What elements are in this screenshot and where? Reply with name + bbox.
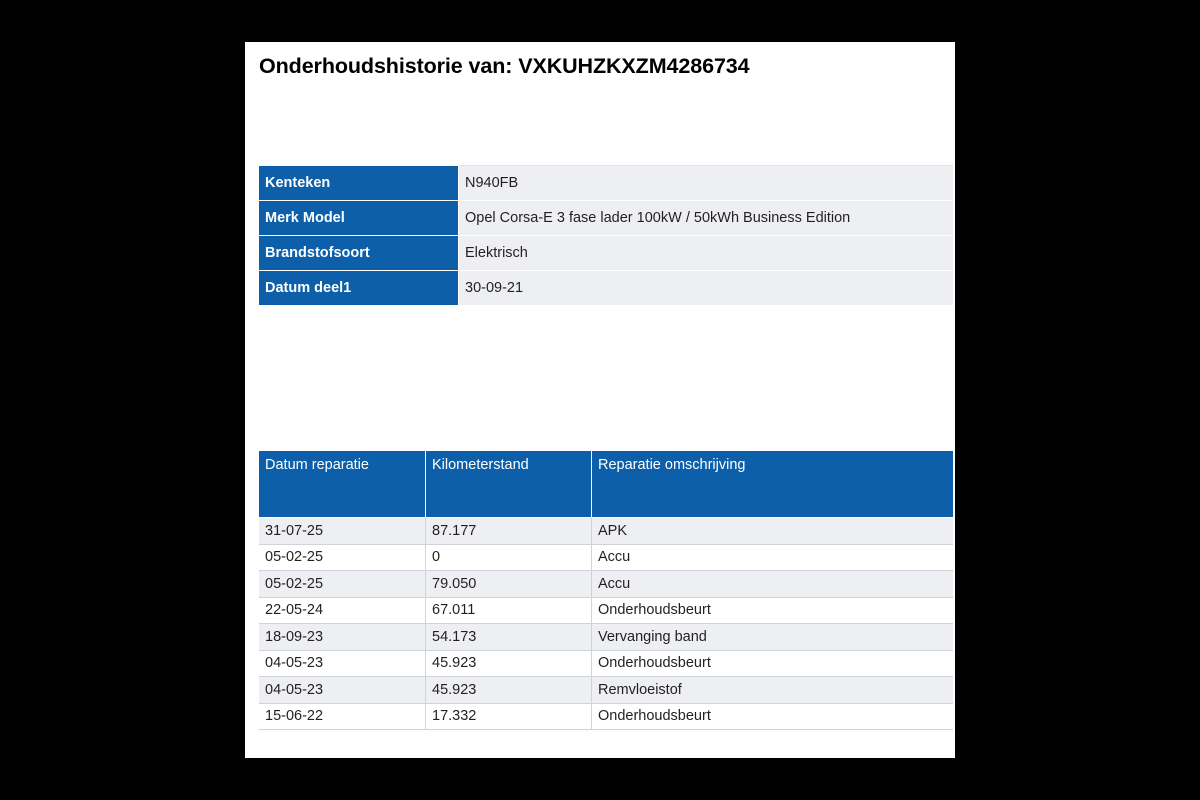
table-row: 04-05-23 45.923 Onderhoudsbeurt: [259, 650, 953, 677]
document-page: Onderhoudshistorie van: VXKUHZKXZM428673…: [245, 42, 955, 758]
cell-description: Onderhoudsbeurt: [591, 597, 953, 624]
vehicle-info-label-brandstofsoort: Brandstofsoort: [259, 235, 459, 271]
vehicle-info-value-merk-model: Opel Corsa-E 3 fase lader 100kW / 50kWh …: [458, 200, 953, 236]
column-header-kilometerstand: Kilometerstand: [425, 450, 592, 518]
cell-mileage: 0: [425, 544, 592, 571]
table-row: 15-06-22 17.332 Onderhoudsbeurt: [259, 703, 953, 730]
cell-description: Remvloeistof: [591, 676, 953, 704]
cell-description: Onderhoudsbeurt: [591, 703, 953, 730]
vehicle-info-table: Kenteken N940FB Merk Model Opel Corsa-E …: [259, 165, 953, 306]
cell-description: Onderhoudsbeurt: [591, 650, 953, 677]
cell-mileage: 17.332: [425, 703, 592, 730]
cell-date: 05-02-25: [259, 544, 426, 571]
cell-mileage: 45.923: [425, 650, 592, 677]
page-title: Onderhoudshistorie van: VXKUHZKXZM428673…: [259, 54, 750, 78]
vehicle-info-value-kenteken: N940FB: [458, 165, 953, 201]
column-header-datum-reparatie: Datum reparatie: [259, 450, 426, 518]
cell-description: Accu: [591, 570, 953, 598]
cell-date: 15-06-22: [259, 703, 426, 730]
vehicle-info-value-datum-deel1: 30-09-21: [458, 270, 953, 306]
cell-description: Accu: [591, 544, 953, 571]
table-row: 22-05-24 67.011 Onderhoudsbeurt: [259, 597, 953, 624]
cell-mileage: 67.011: [425, 597, 592, 624]
cell-date: 18-09-23: [259, 623, 426, 651]
cell-description: APK: [591, 517, 953, 545]
cell-date: 05-02-25: [259, 570, 426, 598]
vehicle-info-body: Kenteken N940FB Merk Model Opel Corsa-E …: [259, 165, 953, 306]
cell-mileage: 87.177: [425, 517, 592, 545]
table-header-row: Datum reparatie Kilometerstand Reparatie…: [259, 450, 953, 518]
cell-mileage: 54.173: [425, 623, 592, 651]
cell-description: Vervanging band: [591, 623, 953, 651]
vehicle-info-value-brandstofsoort: Elektrisch: [458, 235, 953, 271]
table-row: Merk Model Opel Corsa-E 3 fase lader 100…: [259, 200, 953, 236]
cell-date: 22-05-24: [259, 597, 426, 624]
repair-history-body: 31-07-25 87.177 APK 05-02-25 0 Accu 05-0…: [259, 517, 953, 730]
cell-date: 04-05-23: [259, 676, 426, 704]
table-row: Brandstofsoort Elektrisch: [259, 235, 953, 271]
column-header-reparatie-omschrijving: Reparatie omschrijving: [591, 450, 953, 518]
table-row: 31-07-25 87.177 APK: [259, 517, 953, 545]
cell-mileage: 45.923: [425, 676, 592, 704]
cell-mileage: 79.050: [425, 570, 592, 598]
repair-history-header: Datum reparatie Kilometerstand Reparatie…: [259, 450, 953, 518]
cell-date: 04-05-23: [259, 650, 426, 677]
table-row: Kenteken N940FB: [259, 165, 953, 201]
vehicle-info-label-merk-model: Merk Model: [259, 200, 459, 236]
vehicle-info-label-kenteken: Kenteken: [259, 165, 459, 201]
table-row: 05-02-25 0 Accu: [259, 544, 953, 571]
table-row: 04-05-23 45.923 Remvloeistof: [259, 676, 953, 704]
table-row: Datum deel1 30-09-21: [259, 270, 953, 306]
vehicle-info-label-datum-deel1: Datum deel1: [259, 270, 459, 306]
table-row: 18-09-23 54.173 Vervanging band: [259, 623, 953, 651]
repair-history-table: Datum reparatie Kilometerstand Reparatie…: [259, 450, 953, 730]
cell-date: 31-07-25: [259, 517, 426, 545]
table-row: 05-02-25 79.050 Accu: [259, 570, 953, 598]
